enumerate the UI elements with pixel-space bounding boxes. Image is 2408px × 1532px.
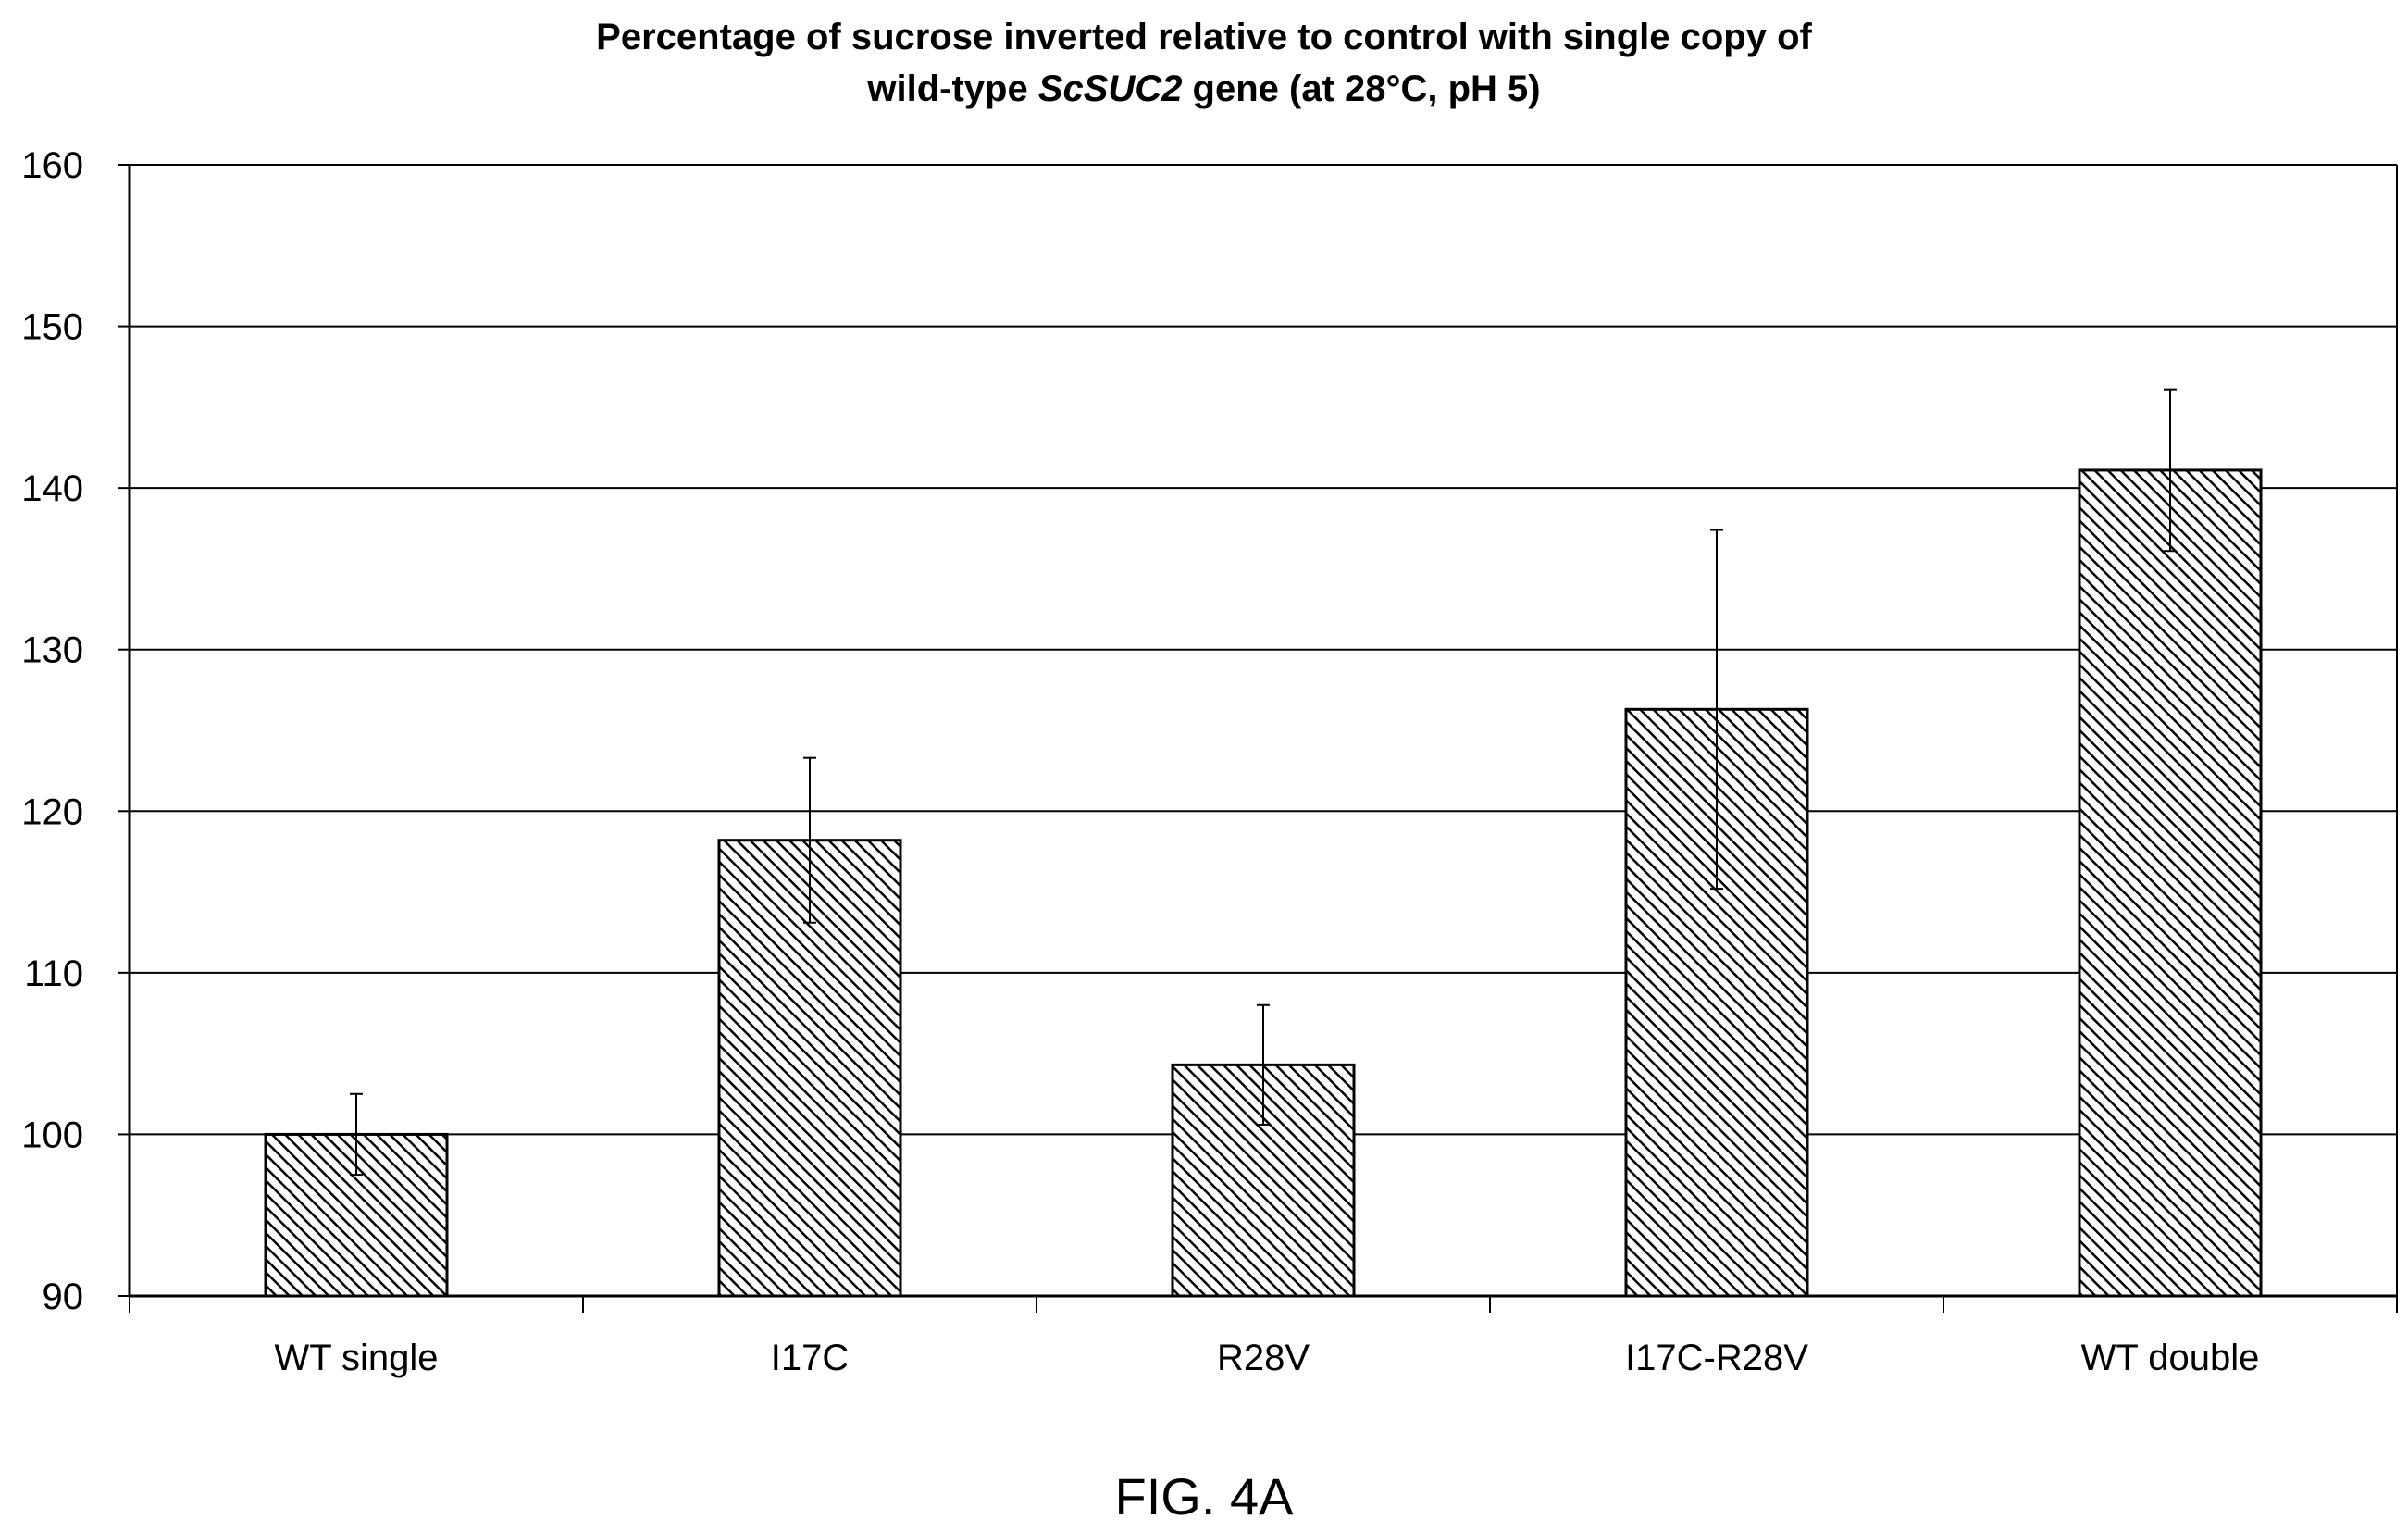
figure-caption: FIG. 4A (1114, 1467, 1294, 1526)
chart-title-gene-name: ScSUC2 (1037, 69, 1183, 109)
y-tick-label: 150 (21, 307, 83, 348)
bar-wt-double (2078, 468, 2263, 1298)
y-tick-labels: 90 100 110 120 130 140 150 160 (21, 145, 83, 1317)
x-category-labels: WT single I17C R28V I17C-R28V WT double (274, 1338, 2259, 1378)
chart-title: Percentage of sucrose inverted relative … (0, 11, 2408, 115)
x-category-label: WT single (274, 1338, 438, 1378)
chart-title-line-2: wild-type ScSUC2 gene (at 28°C, pH 5) (0, 63, 2408, 115)
x-category-label: WT double (2081, 1338, 2260, 1378)
x-category-label: I17C-R28V (1625, 1338, 1808, 1378)
axes (118, 164, 2398, 1313)
error-bars (350, 388, 2177, 1177)
chart-title-line-1: Percentage of sucrose inverted relative … (596, 17, 1812, 57)
y-tick-label: 130 (21, 630, 83, 671)
y-tick-label: 110 (24, 953, 83, 994)
chart-title-line-2-start: wild-type (867, 69, 1038, 109)
y-tick-label: 160 (21, 145, 83, 186)
y-tick-label: 90 (43, 1277, 84, 1317)
x-category-label: I17C (771, 1338, 850, 1378)
y-tick-label: 140 (21, 468, 83, 509)
bars (264, 468, 2263, 1298)
y-tick-label: 120 (21, 791, 83, 832)
x-category-label: R28V (1217, 1338, 1310, 1378)
y-tick-label: 100 (21, 1115, 83, 1155)
chart-title-line-2-end: gene (at 28°C, pH 5) (1182, 69, 1541, 109)
grid-lines (130, 164, 2397, 1136)
